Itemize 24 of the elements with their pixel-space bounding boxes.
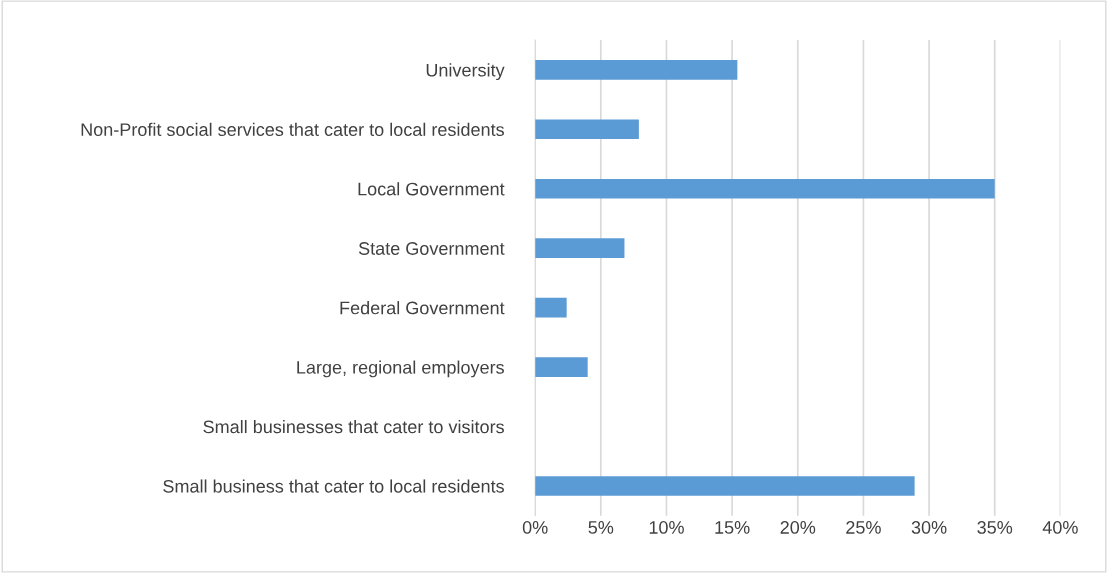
bar	[535, 476, 915, 496]
x-tick-label: 40%	[1042, 521, 1078, 534]
bar	[535, 357, 588, 377]
y-tick-label: Small business that cater to local residents	[163, 479, 504, 493]
x-tick-label: 10%	[649, 521, 684, 534]
x-tick-label: 20%	[780, 521, 816, 534]
y-tick-label: Local Government	[358, 182, 505, 196]
x-tick-label: 35%	[977, 521, 1013, 534]
x-tick-label: 0%	[522, 521, 548, 534]
x-tick-label: 30%	[911, 521, 947, 534]
x-tick-label: 25%	[846, 521, 881, 534]
y-tick-label: Small businesses that cater to visitors	[203, 419, 504, 434]
y-tick-label: State Government	[358, 242, 505, 255]
y-tick-label: Large, regional employers	[297, 360, 504, 378]
bar	[535, 238, 625, 258]
bar	[535, 178, 995, 199]
y-tick-label: Non-Profit social services that cater to local residents	[81, 122, 504, 136]
bar	[535, 119, 639, 140]
y-tick-label: University	[426, 63, 505, 81]
bar	[535, 297, 567, 318]
x-tick-label: 5%	[588, 521, 614, 534]
y-tick-label: Federal Government	[340, 301, 505, 315]
x-tick-label: 15%	[715, 521, 750, 534]
bar	[535, 60, 738, 80]
